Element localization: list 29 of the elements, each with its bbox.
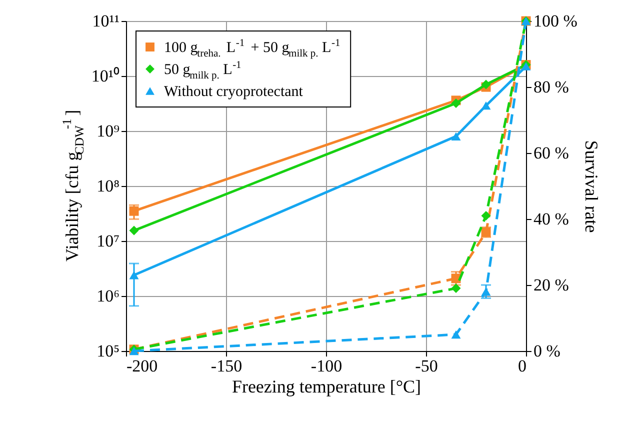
y2-axis-title: Survival rate [581,140,602,233]
y-axis-title: Viability [cfu gCDW-1] [60,110,86,262]
legend-label: Without cryoprotectant [164,84,304,100]
y2-tick-label: 60 % [534,144,569,162]
point [481,80,491,90]
x-tick-label: -150 [210,356,242,376]
x-tick-label: 0 [518,356,526,376]
y2-tick-label: 40 % [534,210,569,228]
x-tick-label: -200 [126,356,158,376]
point [481,101,491,110]
point [129,206,139,216]
point [129,270,139,280]
point [451,98,461,108]
y-tick-label: 10⁷ [96,232,120,250]
y-tick-label: 10⁹ [96,122,120,140]
y2-tick-label: 20 % [534,276,569,294]
y-tick-label: 10¹⁰ [91,66,120,86]
point [129,226,139,236]
y-tick-label: 10¹¹ [92,12,120,30]
y2-tick-label: 100 % [534,12,578,30]
y2-tick-label: 0 % [534,342,560,360]
x-tick-label: -100 [310,356,342,376]
x-axis-title: Freezing temperature [°C] [232,376,422,396]
y-tick-label: 10⁶ [96,286,120,306]
point [451,132,461,140]
y-tick-label: 10⁸ [96,176,120,196]
y-tick-label: 10⁵ [96,342,120,360]
x-tick-label: -50 [415,356,438,376]
y2-tick-label: 80 % [534,78,569,96]
